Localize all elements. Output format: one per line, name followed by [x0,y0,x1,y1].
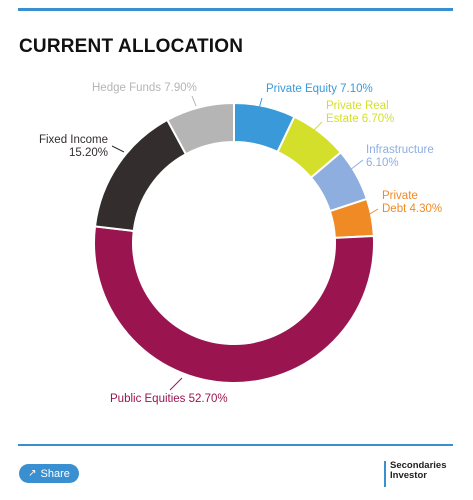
slice-label-line: Private Equity 7.10% [266,83,373,95]
leader-line [257,97,263,113]
chart-title: CURRENT ALLOCATION [19,36,244,57]
donut-slice[interactable] [165,101,235,156]
brand-line-2: Investor [390,470,427,481]
top-rule [18,8,453,11]
slice-label-line: Debt 4.30% [382,203,442,215]
leader-line [349,159,364,171]
slice-label-line: Private [382,190,418,202]
share-button[interactable]: ↗ Share [19,464,79,483]
slice-label: Hedge Funds 7.90% [92,82,197,94]
slice-label-line: 6.10% [366,157,399,169]
slice-label: Fixed Income 15.20% [39,134,108,159]
donut-chart: Private Equity 7.10% Private Real Estate 6… [39,82,442,405]
share-icon: ↗ [28,467,37,479]
slice-label-line: Infrastructure [366,144,434,156]
brand-logo: Secondaries Investor [384,461,447,487]
slice-label: Infrastructure 6.10% [366,144,434,169]
slice-label-line: Estate 6.70% [326,113,394,125]
slice-label-line: Private Real [326,100,389,112]
share-label: Share [40,467,70,480]
slice-label: Public Equities 52.70% [110,393,228,405]
slice-label: Private Equity 7.10% [266,83,373,95]
bottom-rule [18,444,453,446]
leader-line [111,145,125,153]
leader-line [169,377,183,391]
donut-slice[interactable] [93,118,188,233]
leader-line [367,208,379,216]
donut-slice[interactable] [93,225,375,384]
slice-label-line: 15.20% [69,147,108,159]
brand-line-1: Secondaries [390,460,447,471]
slice-label-line: Fixed Income [39,134,108,146]
leader-line [311,121,323,133]
slice-label: Private Debt 4.30% [382,190,442,215]
leader-line [191,95,197,107]
slice-label-line: Public Equities 52.70% [110,393,228,405]
slice-label: Private Real Estate 6.70% [326,100,394,125]
slice-label-line: Hedge Funds 7.90% [92,82,197,94]
